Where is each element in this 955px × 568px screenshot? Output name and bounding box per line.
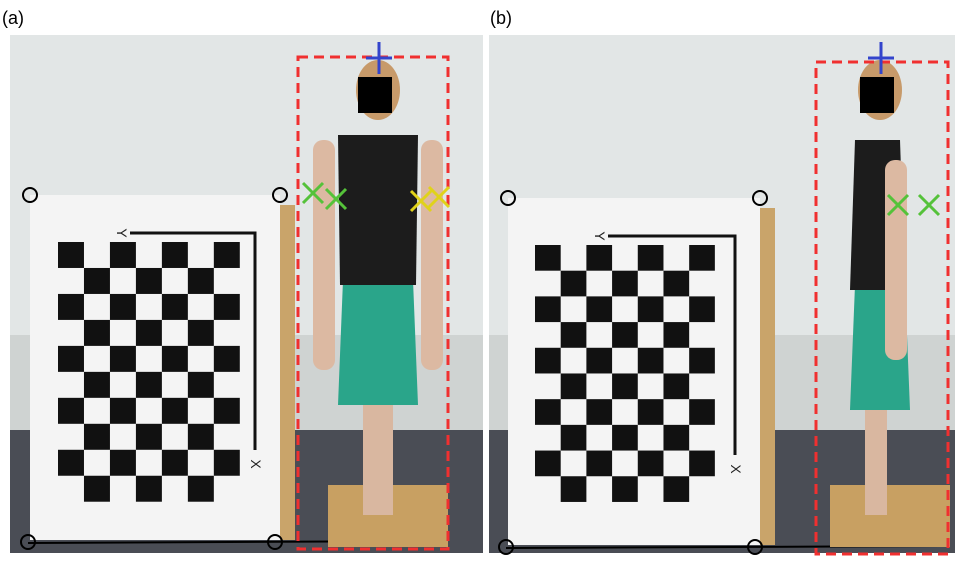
checker-square — [663, 271, 689, 297]
checker-square — [188, 268, 214, 294]
checker-square — [110, 294, 136, 320]
face-mask — [358, 77, 392, 113]
checker-square — [612, 476, 638, 502]
checker-square — [162, 242, 188, 268]
checker-square — [638, 399, 664, 425]
checker-square — [84, 268, 110, 294]
axis-label: Y — [592, 231, 608, 241]
panel-label: (a) — [2, 8, 24, 28]
axis-label: X — [248, 459, 264, 469]
checker-square — [136, 424, 162, 450]
checker-square — [535, 451, 561, 477]
checker-square — [535, 399, 561, 425]
checker-square — [586, 296, 612, 322]
checker-square — [162, 294, 188, 320]
checker-square — [561, 425, 587, 451]
checker-square — [586, 245, 612, 271]
checker-square — [586, 451, 612, 477]
page: (a) (b) YX YX (() => { const data = JSON… — [0, 0, 955, 568]
checker-square — [612, 425, 638, 451]
checker-square — [188, 320, 214, 346]
checker-square — [58, 242, 84, 268]
checker-square — [535, 296, 561, 322]
checker-square — [612, 373, 638, 399]
checker-square — [84, 320, 110, 346]
checker-square — [188, 372, 214, 398]
checker-square — [689, 296, 715, 322]
panel-b: YX — [489, 35, 955, 554]
checker-square — [110, 242, 136, 268]
checker-square — [689, 399, 715, 425]
checker-square — [214, 450, 240, 476]
checker-square — [214, 346, 240, 372]
checker-square — [188, 424, 214, 450]
checker-square — [110, 398, 136, 424]
checker-square — [162, 450, 188, 476]
axis-label: Y — [114, 228, 130, 238]
checker-square — [84, 372, 110, 398]
checker-square — [110, 346, 136, 372]
top — [338, 135, 418, 285]
checker-square — [586, 348, 612, 374]
checker-square — [561, 271, 587, 297]
checker-square — [162, 398, 188, 424]
checker-square — [136, 320, 162, 346]
face-mask — [860, 77, 894, 113]
checker-square — [689, 348, 715, 374]
panel-label: (b) — [490, 8, 512, 28]
checker-square — [638, 296, 664, 322]
checker-square — [214, 294, 240, 320]
checker-square — [110, 450, 136, 476]
checker-square — [663, 322, 689, 348]
checker-square — [58, 346, 84, 372]
checker-square — [535, 245, 561, 271]
checker-square — [84, 476, 110, 502]
checker-square — [214, 242, 240, 268]
checker-square — [663, 476, 689, 502]
checker-square — [638, 348, 664, 374]
platform — [830, 485, 950, 547]
checker-square — [58, 450, 84, 476]
checker-square — [136, 476, 162, 502]
checker-square — [136, 268, 162, 294]
checker-square — [58, 398, 84, 424]
checker-square — [663, 373, 689, 399]
checker-square — [663, 425, 689, 451]
checker-square — [612, 271, 638, 297]
legs — [363, 400, 393, 515]
arm — [421, 140, 443, 370]
skirt — [338, 280, 418, 405]
arm — [885, 160, 907, 360]
checker-square — [84, 424, 110, 450]
legs — [865, 400, 887, 515]
checker-square — [561, 373, 587, 399]
checker-square — [638, 245, 664, 271]
checker-square — [586, 399, 612, 425]
checker-square — [162, 346, 188, 372]
figure: (a) (b) YX YX — [0, 0, 955, 568]
checker-square — [214, 398, 240, 424]
checker-square — [188, 476, 214, 502]
panel-a: YX — [10, 35, 483, 553]
checker-square — [58, 294, 84, 320]
arm — [313, 140, 335, 370]
checker-square — [561, 476, 587, 502]
checker-square — [561, 322, 587, 348]
checker-square — [535, 348, 561, 374]
axis-label: X — [728, 464, 744, 474]
checker-square — [612, 322, 638, 348]
checker-square — [689, 245, 715, 271]
checker-square — [638, 451, 664, 477]
checker-square — [136, 372, 162, 398]
checker-square — [689, 451, 715, 477]
